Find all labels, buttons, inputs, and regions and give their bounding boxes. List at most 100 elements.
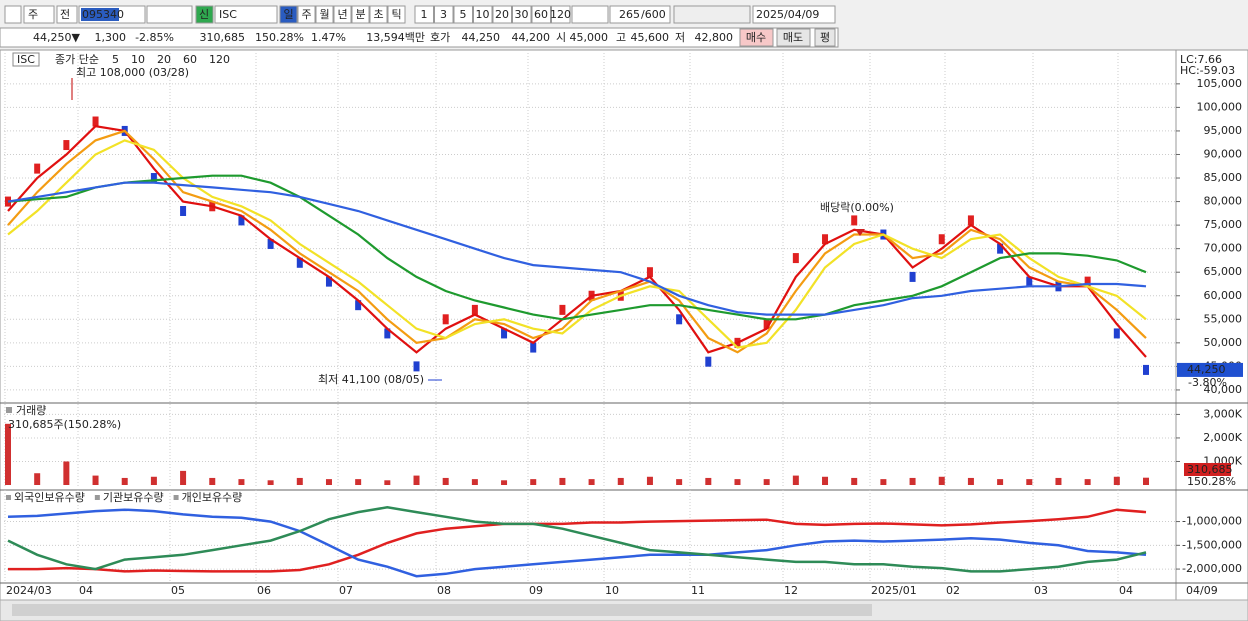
- market: 주: [28, 8, 38, 21]
- menu-icon[interactable]: [4, 5, 22, 24]
- interval-button[interactable]: [531, 5, 551, 24]
- period-label: 초: [373, 8, 383, 21]
- sell-button[interactable]: [776, 28, 811, 47]
- turnover: 1.47%: [311, 31, 346, 44]
- scroll-thumb[interactable]: [12, 604, 872, 616]
- period-button[interactable]: [369, 5, 388, 24]
- symbol-box: [12, 52, 40, 67]
- candle: [413, 361, 420, 372]
- last-volume-pct: 150.28%: [1187, 475, 1236, 488]
- interval-label: 5: [460, 8, 467, 21]
- name: ISC: [219, 8, 237, 21]
- volume-bar: [325, 479, 332, 485]
- volume-bar: [150, 476, 157, 485]
- ask-label: 호가: [430, 31, 450, 44]
- volume-bar: [530, 479, 537, 485]
- x-end-label: 04/09: [1186, 584, 1218, 597]
- x-tick-label: 12: [784, 584, 798, 597]
- volume-bar: [471, 479, 478, 485]
- prev-button[interactable]: [56, 5, 78, 24]
- interval-button[interactable]: [551, 5, 571, 24]
- legend-entry: 10: [131, 53, 145, 66]
- interval-button[interactable]: [492, 5, 512, 24]
- candle: [1143, 364, 1149, 375]
- volume-bar: [1143, 477, 1149, 485]
- ask: 44,250: [462, 31, 501, 44]
- volume-bar: [92, 475, 99, 485]
- volume-bar: [63, 461, 70, 485]
- volume: 310,685: [200, 31, 246, 44]
- volume-bar: [646, 476, 653, 485]
- legend-marker: [94, 495, 100, 500]
- interval-select[interactable]: [571, 5, 609, 24]
- candle: [150, 173, 157, 184]
- tool-icons[interactable]: [673, 5, 751, 24]
- bid: 44,200: [512, 31, 551, 44]
- candle: [646, 267, 653, 278]
- series-line: [7, 125, 1147, 358]
- period-button[interactable]: [351, 5, 370, 24]
- legend-marker: [173, 495, 179, 500]
- period-button[interactable]: [279, 5, 298, 24]
- interval-button[interactable]: [434, 5, 454, 24]
- badge: 신: [199, 8, 209, 21]
- code-highlight: [81, 8, 119, 21]
- count-max: /600: [641, 8, 666, 21]
- period-button[interactable]: [333, 5, 352, 24]
- count-input[interactable]: [609, 5, 671, 24]
- last-volume-box: [1184, 463, 1231, 476]
- volume-bar: [588, 479, 595, 485]
- date-input[interactable]: [752, 5, 836, 24]
- x-tick-label: 08: [437, 584, 451, 597]
- x-tick-label: 07: [339, 584, 353, 597]
- interval-button[interactable]: [473, 5, 493, 24]
- period-button[interactable]: [315, 5, 334, 24]
- candle: [909, 271, 916, 282]
- period-label: 월: [319, 8, 329, 21]
- candle: [763, 319, 770, 330]
- search-icons[interactable]: [146, 5, 193, 24]
- market-select[interactable]: [23, 5, 55, 24]
- volume-bar: [5, 423, 11, 485]
- legend-entry: 5: [112, 53, 119, 66]
- interval-button[interactable]: [414, 5, 434, 24]
- last-price: 44,250: [1187, 363, 1226, 376]
- interval-button[interactable]: [453, 5, 473, 24]
- prev: 전: [60, 8, 70, 21]
- series-line: [7, 129, 1147, 354]
- candle: [501, 328, 508, 339]
- chart-area: [0, 49, 1248, 601]
- period-label: 틱: [391, 8, 401, 21]
- eval-button[interactable]: [814, 28, 836, 47]
- period-label: 년: [337, 8, 347, 21]
- open: 45,000: [570, 31, 609, 44]
- volume-bar: [559, 477, 566, 485]
- low: 42,800: [695, 31, 734, 44]
- candle: [1084, 276, 1091, 287]
- interval-label: 60: [534, 8, 548, 21]
- name-input[interactable]: [214, 5, 278, 24]
- y-tick-label: -1,500,000: [1182, 538, 1242, 551]
- interval-label: 120: [550, 8, 571, 21]
- legend-entry: 20: [157, 53, 171, 66]
- interval-label: 3: [440, 8, 447, 21]
- interval-button[interactable]: [512, 5, 532, 24]
- y-tick-label: 85,000: [1204, 171, 1243, 184]
- candle: [63, 140, 70, 151]
- period-button[interactable]: [297, 5, 316, 24]
- candle: [384, 328, 391, 339]
- last-change: -3.80%: [1188, 376, 1227, 389]
- candle: [296, 257, 303, 268]
- volume-bar: [997, 479, 1004, 485]
- legend-marker: [6, 495, 11, 500]
- series-line: [7, 508, 1147, 578]
- candle: [792, 253, 799, 264]
- date: 2025/04/09: [756, 8, 819, 21]
- candle: [938, 234, 945, 245]
- candle: [34, 163, 41, 174]
- candle: [967, 215, 974, 226]
- interval-label: 1: [421, 8, 428, 21]
- buy-button[interactable]: [739, 28, 774, 47]
- y-tick-label: 90,000: [1204, 147, 1243, 160]
- period-button[interactable]: [387, 5, 406, 24]
